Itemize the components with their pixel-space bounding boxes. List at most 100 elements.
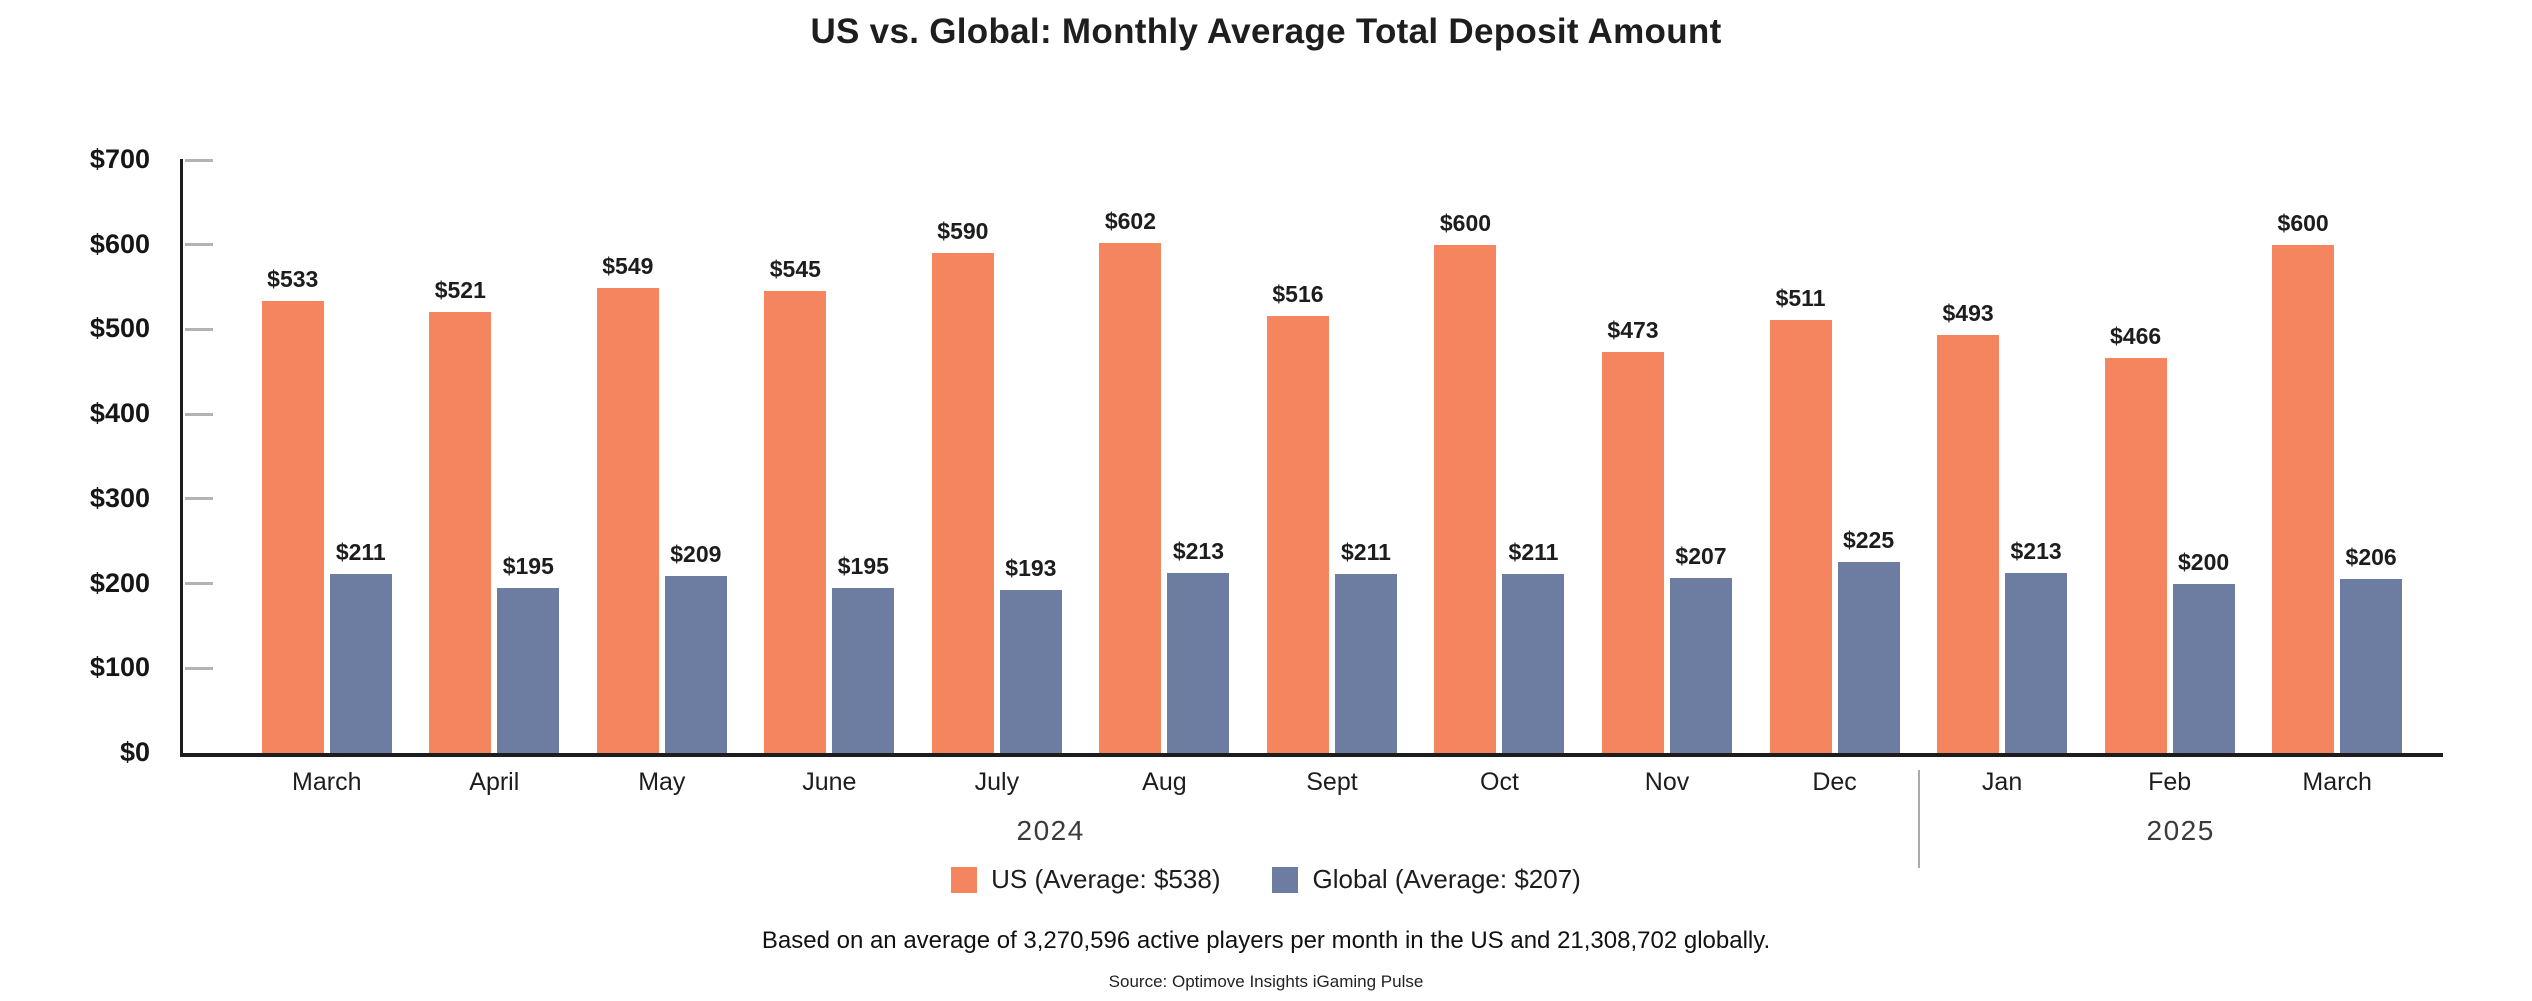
global-bar-column: $225 — [1837, 527, 1900, 753]
x-axis-label: Feb — [2148, 768, 2192, 796]
us-bar-column: $533 — [261, 266, 324, 753]
x-axis-label: Nov — [1644, 768, 1690, 796]
bar-group-9: $473 $207 — [1583, 160, 1751, 753]
us-bar — [429, 311, 492, 753]
global-bar-column: $209 — [664, 540, 727, 753]
us-bar-column: $516 — [1266, 281, 1329, 753]
us-bar — [261, 301, 324, 753]
legend-swatch-us-icon — [951, 866, 978, 893]
y-axis-line — [180, 159, 183, 757]
bar-value-label: $209 — [670, 540, 722, 567]
us-bar-column: $511 — [1769, 285, 1832, 753]
us-bar — [931, 253, 994, 753]
bar-group-12: $466 $200 — [2086, 160, 2254, 753]
legend-label-us: US (Average: $538) — [991, 864, 1221, 894]
footnote: Based on an average of 3,270,596 active … — [761, 927, 1771, 954]
bar-group-2: $521 $195 — [411, 160, 579, 753]
us-bar-column: $600 — [2272, 209, 2335, 753]
y-axis-tick-label: $500 — [89, 313, 150, 344]
global-bar-column: $195 — [832, 553, 895, 753]
us-bar — [596, 287, 659, 753]
x-axis-label: Oct — [1480, 768, 1519, 796]
legend-item-global: Global (Average: $207) — [1272, 864, 1581, 895]
bar-value-label: $602 — [1104, 208, 1156, 235]
global-bar — [497, 587, 560, 753]
global-bar — [1670, 577, 1733, 753]
bar-value-label: $590 — [937, 218, 989, 245]
legend: US (Average: $538) Global (Average: $207… — [0, 864, 2532, 895]
us-bar-column: $545 — [764, 256, 827, 753]
us-bar — [1434, 244, 1497, 753]
bar-value-label: $195 — [502, 552, 554, 579]
x-axis-label: Dec — [1812, 768, 1857, 796]
global-bar-column: $213 — [1167, 537, 1230, 753]
global-bar-column: $211 — [1502, 539, 1565, 753]
y-axis-tick-label: $200 — [89, 567, 150, 598]
y-axis-tick-label: $100 — [89, 652, 150, 683]
us-bar — [2272, 244, 2335, 753]
bar-group-7: $516 $211 — [1248, 160, 1416, 753]
bar-value-label: $466 — [2110, 323, 2162, 350]
x-axis-label: March — [292, 768, 362, 796]
global-bar — [2172, 583, 2235, 753]
global-bar-column: $193 — [999, 554, 1062, 753]
us-bar — [1266, 315, 1329, 753]
bar-group-8: $600 $211 — [1416, 160, 1584, 753]
bar-value-label: $213 — [1172, 537, 1224, 564]
bar-value-label: $200 — [2178, 548, 2230, 575]
global-bar-column: $211 — [1334, 539, 1397, 753]
bar-value-label: $533 — [267, 266, 319, 293]
source-note: Source: Optimove Insights iGaming Pulse — [1108, 972, 1424, 991]
us-bar-column: $473 — [1602, 317, 1665, 753]
y-axis-tick-mark — [185, 327, 213, 331]
y-axis-tick-mark — [185, 666, 213, 670]
bar-value-label: $211 — [1508, 539, 1559, 566]
global-bar-column: $200 — [2172, 548, 2235, 753]
us-bar — [1769, 320, 1832, 753]
legend-swatch-global-icon — [1272, 866, 1299, 893]
bar-value-label: $600 — [2277, 209, 2329, 236]
y-axis-tick-label: $400 — [89, 398, 150, 429]
bar-group-11: $493 $213 — [1918, 160, 2086, 753]
y-axis-tick-label: $0 — [119, 737, 150, 767]
bar-group-4: $545 $195 — [746, 160, 914, 753]
global-bar — [2340, 578, 2403, 753]
bar-value-label: $213 — [2010, 537, 2062, 564]
x-axis-labels: March April May June July Aug Sept Oct Nov Dec Jan… — [183, 768, 2443, 797]
x-axis-line — [180, 753, 2443, 757]
plot-area: $533 $211 $521 $195 $549 $209 $545 $195 $590 $193… — [183, 160, 2443, 753]
global-bar — [1502, 574, 1565, 753]
y-axis-tick-mark — [185, 243, 213, 247]
bar-value-label: $207 — [1675, 542, 1727, 569]
us-bar — [1602, 352, 1665, 753]
global-bar-column: $213 — [2005, 537, 2068, 753]
global-bar — [1334, 574, 1397, 753]
global-bar-column: $207 — [1670, 542, 1733, 753]
y-axis-tick-label: $300 — [89, 482, 150, 513]
y-axis-tick-label: $700 — [89, 144, 150, 174]
x-axis-label: May — [638, 768, 686, 796]
us-bar — [2104, 358, 2167, 753]
us-bar-column: $590 — [931, 218, 994, 753]
us-bar-column: $466 — [2104, 323, 2167, 753]
bar-group-3: $549 $209 — [578, 160, 746, 753]
bar-group-5: $590 $193 — [913, 160, 1081, 753]
x-axis-label: June — [802, 768, 857, 796]
bar-value-label: $211 — [335, 539, 386, 566]
bar-group-10: $511 $225 — [1751, 160, 1919, 753]
bar-value-label: $473 — [1607, 317, 1659, 344]
us-bar-column: $600 — [1434, 209, 1497, 753]
global-bar — [664, 575, 727, 753]
year-label-2024: 2024 — [1016, 815, 1085, 846]
global-bar-column: $206 — [2340, 544, 2403, 753]
us-bar — [1937, 335, 2000, 753]
us-bar — [1099, 243, 1162, 753]
legend-label-global: Global (Average: $207) — [1312, 864, 1581, 894]
global-bar — [1837, 562, 1900, 753]
bar-value-label: $549 — [602, 252, 654, 279]
bar-value-label: $600 — [1439, 209, 1492, 236]
x-axis-label: March — [2302, 768, 2372, 796]
bar-value-label: $511 — [1775, 285, 1826, 312]
y-axis-tick-mark — [185, 158, 213, 162]
bar-value-label: $193 — [1005, 554, 1057, 581]
